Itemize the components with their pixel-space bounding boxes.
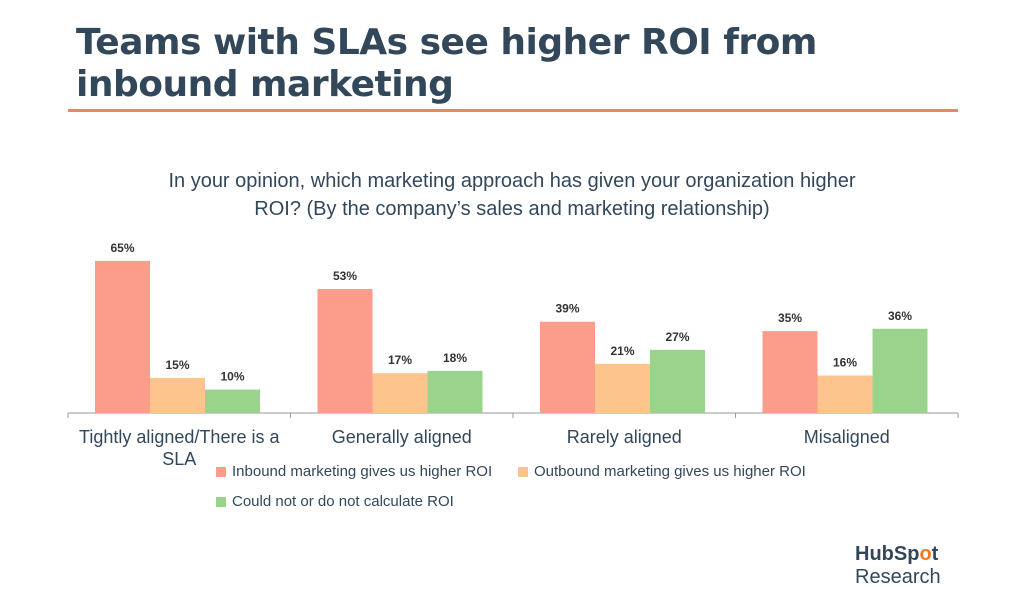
- data-label: 16%: [833, 356, 857, 370]
- page-title: Teams with SLAs see higher ROI from inbo…: [76, 22, 817, 105]
- x-tick-label-line: Rarely aligned: [567, 427, 682, 447]
- x-tick-label-line: Generally aligned: [332, 427, 472, 447]
- bar-outbound: [595, 363, 650, 413]
- data-label: 18%: [443, 351, 467, 365]
- x-tick-label: Generally aligned: [332, 427, 472, 447]
- bar-no-roi: [650, 349, 705, 413]
- data-label: 65%: [110, 241, 134, 255]
- data-label: 21%: [610, 344, 634, 358]
- x-tick-label: Tightly aligned/There is a SLA: [79, 427, 280, 469]
- bar-inbound: [540, 321, 595, 413]
- bar-inbound: [317, 288, 373, 413]
- x-tick-label-line: Misaligned: [804, 427, 890, 447]
- legend-label-inbound: Inbound marketing gives us higher ROI: [232, 463, 493, 480]
- data-label: 36%: [888, 309, 912, 323]
- title-divider: [68, 109, 958, 112]
- bar-no-roi: [872, 328, 928, 413]
- x-tick-label: Rarely aligned: [567, 427, 682, 447]
- legend-label-outbound: Outbound marketing gives us higher ROI: [534, 463, 806, 480]
- legend-item-outbound: Outbound marketing gives us higher ROI: [518, 463, 806, 480]
- logo-wordmark-start: HubSp: [855, 543, 920, 565]
- chart-subtitle: In your opinion, which marketing approac…: [168, 170, 856, 220]
- legend-label-no-roi: Could not or do not calculate ROI: [232, 493, 454, 510]
- bar-inbound: [95, 260, 150, 413]
- bar-outbound: [150, 377, 205, 413]
- bar-inbound: [762, 331, 818, 413]
- x-tick-label-line: Tightly aligned/There is a: [79, 427, 280, 447]
- data-label: 10%: [220, 370, 244, 384]
- data-label: 15%: [165, 358, 189, 372]
- logo-wordmark-end: t: [931, 543, 939, 565]
- logo-sprocket-o: o: [919, 543, 932, 565]
- data-label: 39%: [555, 302, 579, 316]
- bar-no-roi: [427, 370, 483, 413]
- data-label: 17%: [388, 353, 412, 367]
- data-label: 27%: [665, 330, 689, 344]
- legend-swatch-no-roi: [216, 496, 226, 507]
- data-label: 35%: [778, 311, 802, 325]
- hubspot-research-logo: HubSpot Research: [855, 543, 1024, 589]
- legend-swatch-inbound: [216, 466, 226, 477]
- data-label: 53%: [333, 269, 357, 283]
- legend-swatch-outbound: [518, 466, 528, 477]
- legend-item-no-roi: Could not or do not calculate ROI: [216, 493, 454, 510]
- bar-outbound: [372, 373, 428, 413]
- x-tick-label-line: SLA: [162, 449, 196, 469]
- legend-item-inbound: Inbound marketing gives us higher ROI: [216, 463, 492, 480]
- bar-outbound: [817, 375, 873, 413]
- bar-no-roi: [205, 389, 260, 413]
- x-tick-label: Misaligned: [804, 427, 890, 447]
- logo-suffix: Research: [855, 566, 941, 588]
